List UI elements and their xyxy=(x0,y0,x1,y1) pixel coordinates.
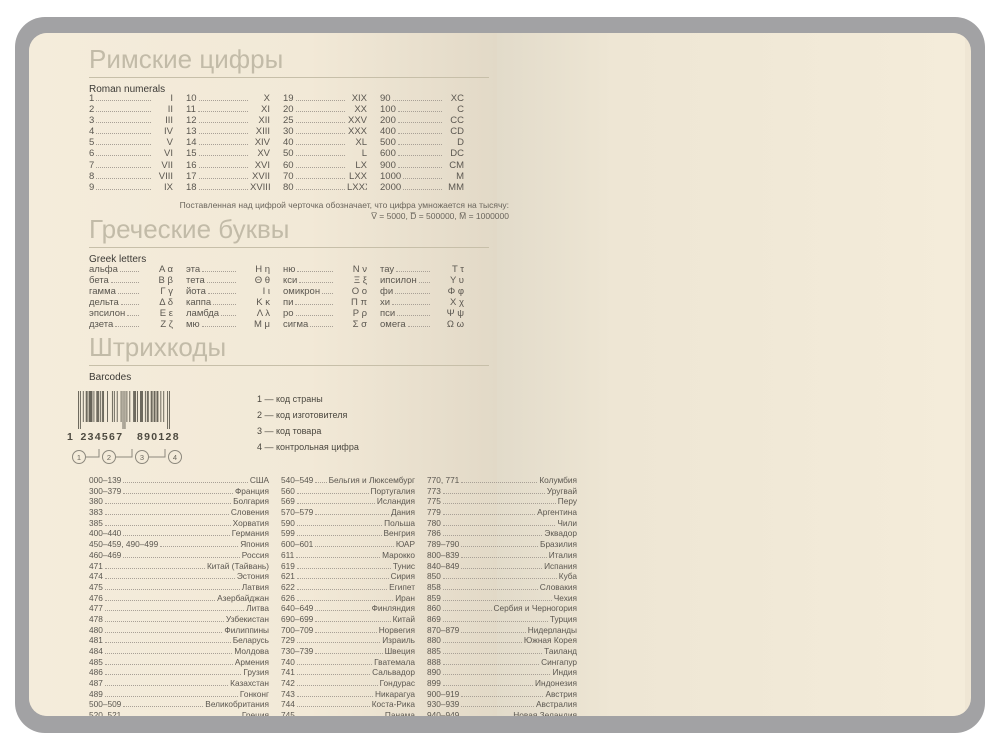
svg-text:4: 4 xyxy=(173,453,177,462)
svg-text:234567: 234567 xyxy=(81,431,124,443)
svg-text:2: 2 xyxy=(107,453,111,462)
svg-text:3: 3 xyxy=(140,453,144,462)
svg-text:1: 1 xyxy=(67,431,73,443)
svg-text:890128: 890128 xyxy=(137,431,180,443)
svg-text:1: 1 xyxy=(77,453,81,462)
